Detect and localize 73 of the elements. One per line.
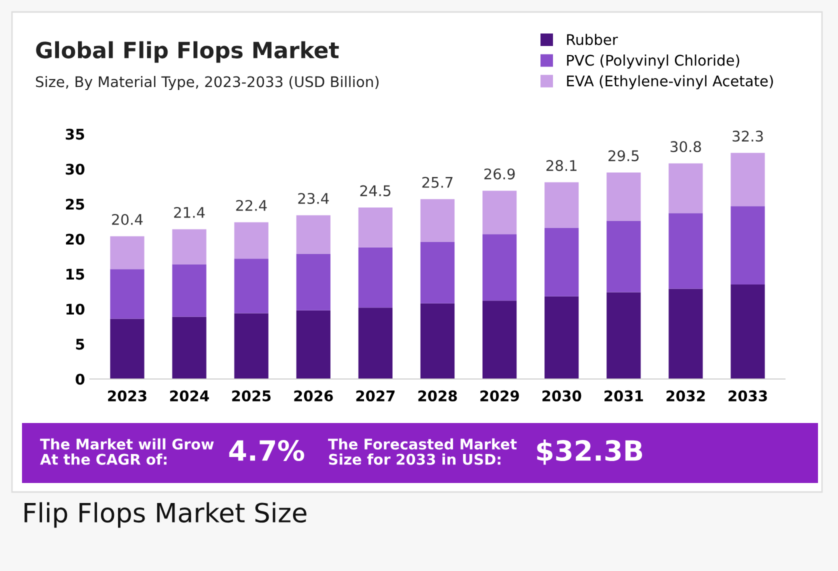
bar (668, 288, 703, 379)
bar (110, 236, 144, 270)
total-label: 20.4 (112, 214, 143, 225)
chart-subtitle: Size, By Material Type, 2023-2033 (USD Billion) (36, 76, 379, 90)
bar (172, 316, 206, 379)
legend-label: PVC (Polyvinyl Chloride) (567, 54, 740, 69)
x-tick-label: 2023 (108, 390, 146, 402)
y-tick-label: 20 (66, 234, 84, 245)
bar (358, 208, 393, 248)
text: The Forecasted Market Size for 2033 in USD: (328, 438, 517, 465)
x-tick-label: 2027 (356, 390, 395, 402)
total-label: 24.5 (360, 185, 390, 196)
total-label: 28.1 (546, 160, 576, 172)
y-tick-label: 15 (66, 268, 84, 280)
y-tick-label: 30 (66, 164, 84, 175)
x-tick-label: 2031 (604, 390, 643, 402)
y-tick-label: 35 (66, 128, 84, 140)
total-label: 30.8 (670, 141, 701, 152)
bar (420, 303, 455, 379)
bar (730, 284, 765, 379)
bar (110, 318, 144, 379)
bar (668, 213, 703, 289)
x-tick-label: 2032 (666, 390, 705, 402)
bar (358, 247, 393, 308)
bar (110, 269, 144, 319)
total-label: 25.7 (422, 176, 452, 188)
total-label: 32.3 (732, 130, 763, 142)
text: The Market will Grow At the CAGR of: (40, 438, 214, 465)
bar (544, 296, 579, 379)
bar (482, 300, 517, 379)
x-tick-label: 2026 (294, 390, 333, 402)
text: 4.7% (229, 440, 304, 462)
bar (172, 229, 206, 264)
x-tick-label: 2025 (232, 390, 271, 402)
y-tick-label: 5 (76, 338, 84, 350)
legend-label: EVA (Ethylene-vinyl Acetate) (567, 75, 773, 90)
text: $32.3B (537, 440, 642, 465)
bar (234, 258, 268, 314)
bar (420, 199, 455, 242)
x-tick-label: 2030 (542, 390, 582, 402)
x-tick-label: 2033 (728, 390, 767, 402)
y-tick-label: 25 (66, 198, 84, 210)
bar (730, 152, 765, 206)
bar (234, 313, 268, 379)
bar (606, 292, 641, 379)
y-tick-label: 10 (66, 304, 84, 315)
total-label: 21.4 (174, 206, 205, 218)
x-tick-label: 2024 (170, 390, 209, 402)
total-label: 29.5 (608, 150, 639, 162)
bar (606, 172, 641, 221)
total-label: 26.9 (484, 168, 515, 180)
chart-title: Global Flip Flops Market (36, 41, 339, 63)
bar (668, 163, 703, 214)
bar (172, 264, 206, 317)
x-tick-label: 2028 (418, 390, 457, 402)
bar (606, 220, 641, 292)
total-label: 23.4 (298, 192, 329, 204)
y-tick-label: 0 (76, 374, 84, 385)
bar (296, 254, 330, 310)
text: Flip Flops Market Size (24, 502, 306, 528)
bar (296, 215, 330, 254)
bar (234, 222, 268, 259)
total-label: 22.4 (236, 200, 267, 211)
legend-label: Rubber (567, 34, 618, 46)
x-tick-label: 2029 (480, 390, 519, 402)
bar (420, 242, 455, 304)
bar (358, 308, 393, 379)
bar (730, 206, 765, 284)
bar (482, 234, 517, 301)
bar (482, 190, 517, 234)
bar (544, 182, 579, 228)
bar (296, 310, 330, 379)
bar (544, 228, 579, 296)
